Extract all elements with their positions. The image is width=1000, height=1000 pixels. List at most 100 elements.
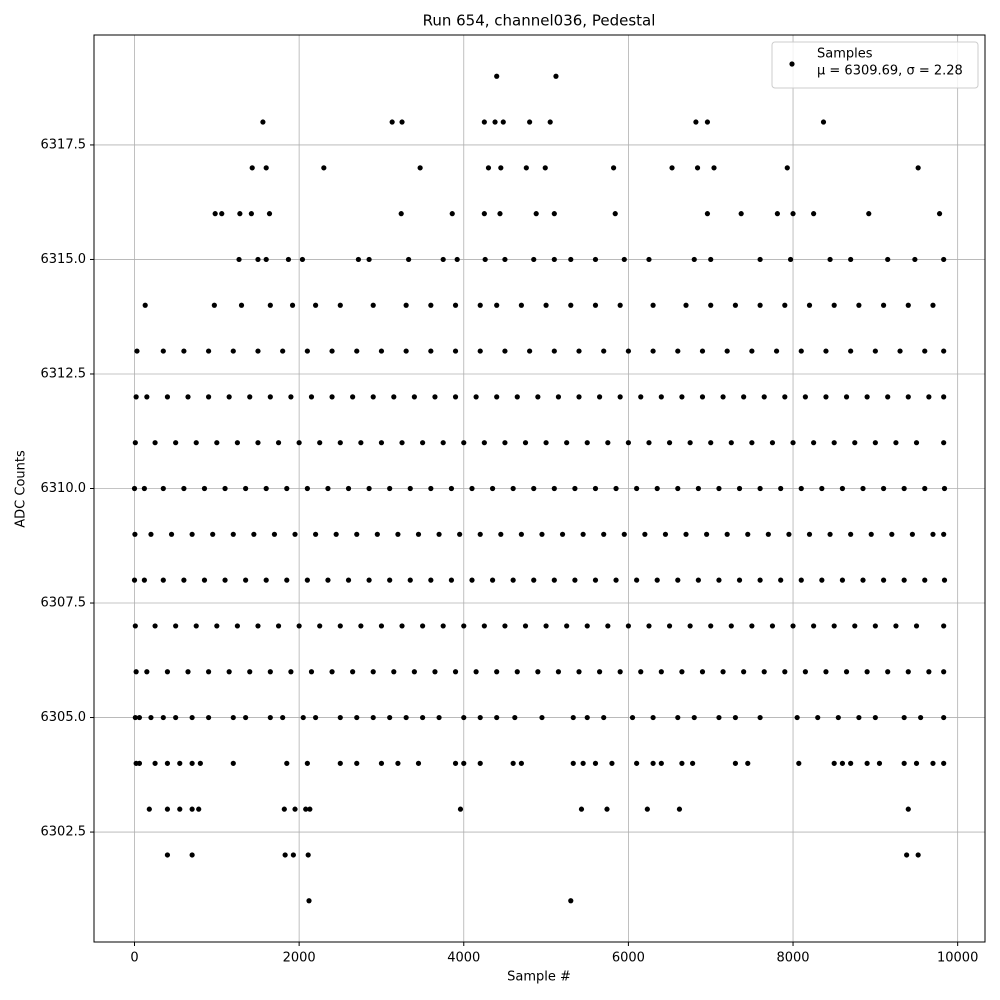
scatter-point xyxy=(941,760,947,766)
legend-box xyxy=(771,41,979,89)
scatter-point xyxy=(621,531,627,537)
scatter-point xyxy=(389,119,395,125)
scatter-point xyxy=(646,256,652,263)
scatter-point xyxy=(189,714,195,721)
y-axis-label: ADC Counts xyxy=(14,450,29,528)
scatter-point xyxy=(358,623,364,629)
scatter-point xyxy=(498,531,504,537)
scatter-point xyxy=(370,669,376,675)
scatter-point xyxy=(539,531,545,537)
scatter-point xyxy=(553,73,559,79)
scatter-point xyxy=(337,302,343,308)
scatter-point xyxy=(625,440,632,446)
scatter-point xyxy=(690,760,696,766)
scatter-point xyxy=(497,211,503,217)
scatter-point xyxy=(638,394,644,400)
scatter-point xyxy=(263,577,269,583)
scatter-point xyxy=(605,623,611,629)
scatter-point xyxy=(568,256,574,263)
scatter-point xyxy=(131,577,138,583)
scatter-point xyxy=(457,531,463,537)
scatter-point xyxy=(893,623,899,629)
plot-frame xyxy=(93,34,986,943)
scatter-point xyxy=(941,577,948,583)
scatter-point xyxy=(576,348,582,354)
scatter-point xyxy=(658,760,664,766)
scatter-point xyxy=(461,714,467,721)
scatter-point xyxy=(498,165,504,171)
scatter-point xyxy=(848,531,854,537)
scatter-point xyxy=(856,714,862,721)
scatter-point xyxy=(494,714,500,721)
scatter-point xyxy=(669,165,675,171)
scatter-point xyxy=(823,394,829,400)
scatter-point xyxy=(494,302,500,308)
scatter-point xyxy=(197,760,203,766)
scatter-point xyxy=(454,256,460,263)
scatter-point xyxy=(350,394,356,400)
scatter-point xyxy=(551,348,557,354)
scatter-point xyxy=(428,348,434,354)
scatter-point xyxy=(146,806,152,812)
scatter-point xyxy=(317,440,323,446)
scatter-point xyxy=(473,394,479,400)
scatter-point xyxy=(679,394,685,400)
scatter-point xyxy=(741,394,747,400)
scatter-point xyxy=(457,806,464,812)
scatter-point xyxy=(675,577,681,583)
y-tick-label: 6315.0 xyxy=(41,252,87,267)
scatter-point xyxy=(913,623,920,629)
scatter-point xyxy=(494,669,500,675)
scatter-point xyxy=(281,806,287,812)
scatter-point xyxy=(941,348,947,354)
scatter-point xyxy=(831,440,837,446)
scatter-point xyxy=(387,577,393,583)
scatter-point xyxy=(164,669,171,675)
scatter-point xyxy=(234,623,240,629)
scatter-point xyxy=(436,714,442,721)
scatter-point xyxy=(267,714,273,721)
scatter-point xyxy=(915,165,921,171)
scatter-point xyxy=(312,302,319,308)
scatter-point xyxy=(312,531,319,537)
scatter-point xyxy=(148,714,154,721)
scatter-point xyxy=(901,714,907,721)
scatter-point xyxy=(355,256,362,263)
scatter-point xyxy=(699,669,706,675)
scatter-point xyxy=(378,623,385,629)
scatter-point xyxy=(181,577,187,583)
scatter-point xyxy=(440,256,446,263)
scatter-point xyxy=(926,394,932,400)
scatter-point xyxy=(267,669,273,675)
scatter-point xyxy=(786,531,792,537)
scatter-point xyxy=(238,302,245,308)
scatter-point xyxy=(802,394,808,400)
scatter-point xyxy=(205,394,212,400)
scatter-point xyxy=(428,577,434,583)
scatter-point xyxy=(778,577,784,583)
scatter-point xyxy=(502,348,508,354)
scatter-point xyxy=(625,623,632,629)
scatter-point xyxy=(212,211,218,217)
scatter-point xyxy=(370,302,376,308)
scatter-point xyxy=(263,165,269,171)
scatter-point xyxy=(196,806,202,812)
scatter-point xyxy=(415,531,422,537)
scatter-point xyxy=(864,669,870,675)
scatter-point xyxy=(580,760,586,766)
scatter-point xyxy=(201,485,208,492)
scatter-point xyxy=(666,440,673,446)
x-axis-label: Sample # xyxy=(507,970,571,985)
scatter-point xyxy=(543,623,549,629)
scatter-point xyxy=(794,714,800,721)
scatter-point xyxy=(872,440,878,446)
scatter-point xyxy=(592,302,599,308)
scatter-point xyxy=(243,485,249,492)
scatter-point xyxy=(543,302,549,308)
scatter-point xyxy=(617,669,623,675)
scatter-point xyxy=(406,256,412,263)
scatter-point xyxy=(843,669,850,675)
scatter-point xyxy=(284,577,290,583)
scatter-point xyxy=(613,485,619,492)
scatter-point xyxy=(432,394,438,400)
